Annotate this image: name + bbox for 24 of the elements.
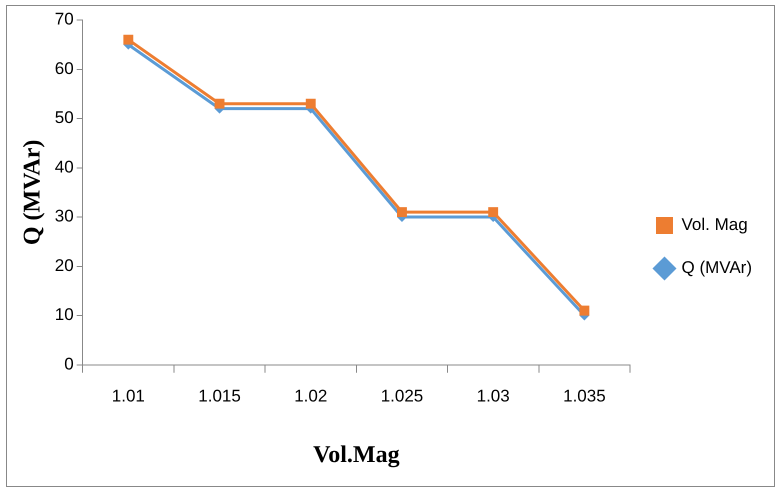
legend-label: Vol. Mag xyxy=(681,215,748,234)
point xyxy=(397,207,407,218)
y-axis-title: Q (MVAr) xyxy=(20,140,46,246)
x-tick-label: 1.02 xyxy=(294,386,328,406)
x-tick-label: 1.015 xyxy=(198,386,241,406)
x-tick-label: 1.03 xyxy=(476,386,510,406)
point xyxy=(123,34,134,45)
point xyxy=(214,98,224,109)
point xyxy=(579,306,590,316)
y-tick-label: 70 xyxy=(54,10,74,29)
y-tick-label: 0 xyxy=(64,354,74,374)
x-tick-label: 1.035 xyxy=(563,386,606,406)
point xyxy=(306,98,316,109)
legend-label: Q (MVAr) xyxy=(681,258,752,278)
y-tick-label: 20 xyxy=(54,256,74,275)
point xyxy=(488,207,498,218)
y-tick-label: 10 xyxy=(54,305,74,324)
y-tick-label: 60 xyxy=(54,58,74,78)
y-tick-label: 30 xyxy=(54,206,74,226)
x-axis-title: Vol.Mag xyxy=(313,442,400,468)
x-tick-label: 1.025 xyxy=(380,386,424,406)
y-tick-label: 50 xyxy=(54,108,74,128)
x-tick-label: 1.01 xyxy=(112,386,145,406)
y-tick-label: 40 xyxy=(54,157,74,176)
